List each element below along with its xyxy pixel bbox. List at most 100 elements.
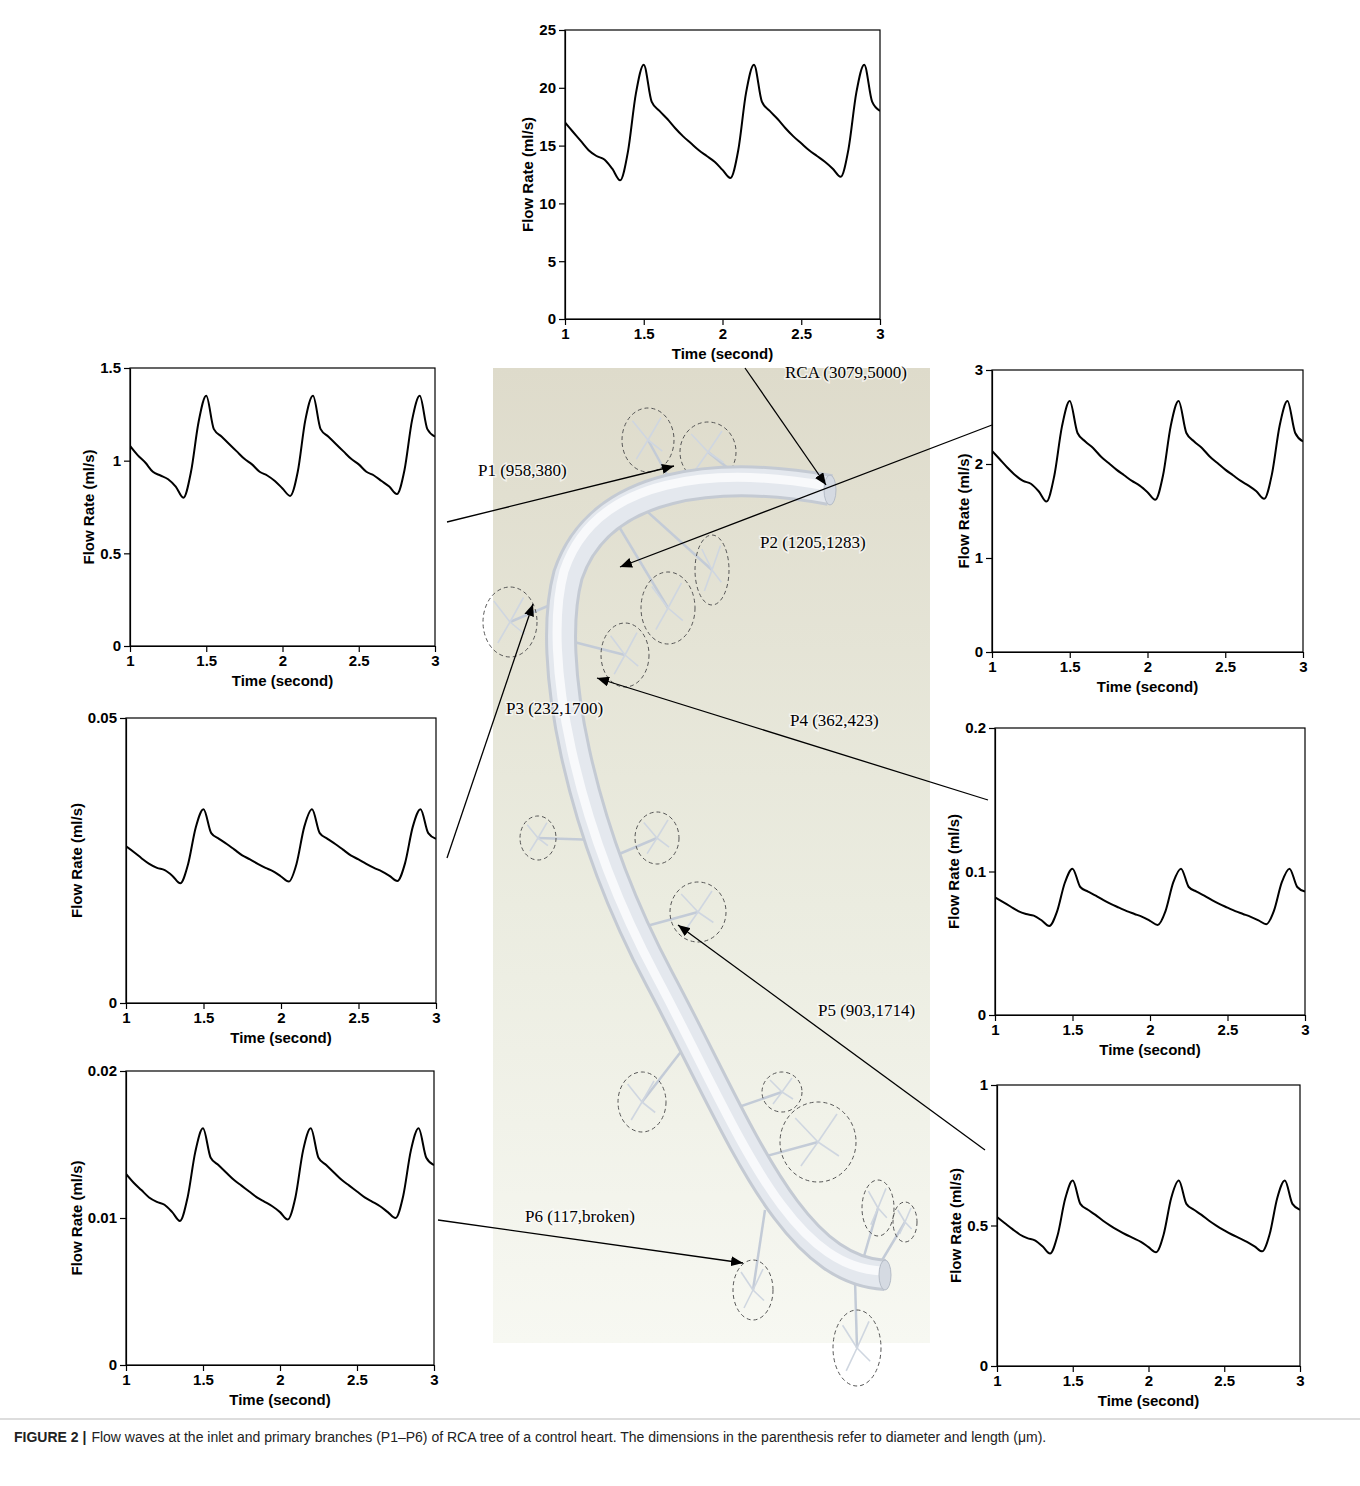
x-tick-label: 2.5 bbox=[349, 1009, 370, 1026]
y-tick: 0 bbox=[978, 1006, 995, 1023]
sub-branch bbox=[510, 622, 525, 634]
sub-branch bbox=[843, 1325, 857, 1348]
x-axis-title: Time (second) bbox=[229, 1391, 330, 1408]
y-tick: 0 bbox=[109, 1356, 126, 1373]
x-tick-label: 2 bbox=[1145, 1372, 1153, 1389]
x-tick: 2.5 bbox=[1218, 1015, 1239, 1038]
y-tick-mark bbox=[559, 88, 565, 89]
x-tick: 1.5 bbox=[634, 319, 655, 342]
x-tick-label: 3 bbox=[432, 1009, 440, 1026]
chart-panel: 1 1.5 2 2.5 3 00.51 Time (second) Flow Rate (ml… bbox=[947, 1076, 1305, 1409]
sub-branch bbox=[648, 440, 662, 451]
flow-line bbox=[995, 869, 1305, 926]
sub-branch bbox=[702, 549, 712, 570]
x-tick: 1 bbox=[993, 1366, 1001, 1389]
y-tick-label: 0 bbox=[980, 1357, 988, 1374]
plot-area bbox=[995, 869, 1305, 926]
sub-branch bbox=[708, 452, 723, 463]
y-tick-label: 0 bbox=[975, 643, 983, 660]
branch-outline bbox=[641, 572, 695, 644]
x-tick-label: 2.5 bbox=[1214, 1372, 1235, 1389]
y-tick: 1 bbox=[975, 549, 992, 566]
branch-outline bbox=[618, 1072, 666, 1132]
y-tick-label: 3 bbox=[975, 361, 983, 378]
vessel-highlight bbox=[557, 477, 881, 1271]
sub-branch bbox=[782, 1092, 793, 1099]
sub-branch bbox=[625, 655, 638, 666]
branch-outline bbox=[520, 816, 556, 860]
sub-branch bbox=[857, 1348, 870, 1361]
sub-branch bbox=[530, 838, 538, 851]
y-tick-mark bbox=[559, 146, 565, 147]
x-tick: 3 bbox=[1296, 1366, 1304, 1389]
sub-branch bbox=[647, 838, 657, 854]
sub-branch bbox=[698, 891, 712, 912]
x-tick-label: 1.5 bbox=[1063, 1372, 1084, 1389]
sub-branch bbox=[631, 1102, 642, 1120]
y-tick-mark bbox=[124, 646, 130, 647]
y-tick: 0 bbox=[109, 994, 126, 1011]
picture-background bbox=[493, 368, 930, 1343]
branch bbox=[855, 1280, 857, 1348]
chart-panel: 11.522.530123Time (second)Flow Rate (ml/… bbox=[955, 361, 1308, 695]
y-axis-title: Flow Rate (ml/s) bbox=[947, 1168, 964, 1283]
x-axis-title: Time (second) bbox=[1098, 1392, 1199, 1409]
y-tick-label: 25 bbox=[539, 21, 556, 38]
x-axis-title: Time (second) bbox=[672, 345, 773, 362]
y-tick: 1 bbox=[980, 1076, 997, 1093]
vessel-label: P3 (232,1700) bbox=[506, 699, 603, 718]
sub-branch bbox=[668, 608, 683, 621]
x-tick-label: 2.5 bbox=[1218, 1021, 1239, 1038]
y-tick-label: 0 bbox=[109, 994, 117, 1011]
chart-panel: 11.522.5300.05Time (second)Flow Rate (ml… bbox=[68, 709, 441, 1046]
x-tick: 2 bbox=[1144, 652, 1152, 675]
leader-arrow bbox=[438, 1220, 743, 1263]
x-tick: 1 bbox=[988, 652, 996, 675]
y-tick: 25 bbox=[539, 21, 565, 38]
sub-branch bbox=[801, 1142, 818, 1166]
branch bbox=[612, 515, 668, 608]
sub-branch bbox=[644, 822, 657, 838]
sub-branch bbox=[708, 431, 722, 452]
flow-line bbox=[997, 1181, 1300, 1254]
y-tick: 5 bbox=[548, 253, 565, 270]
y-axis: 00.51 bbox=[967, 1076, 997, 1374]
x-tick: 2 bbox=[1145, 1366, 1153, 1389]
x-axis: 11.522.53 bbox=[126, 646, 439, 669]
plot-frame bbox=[565, 30, 880, 319]
y-tick-mark bbox=[986, 464, 992, 465]
x-tick: 1 bbox=[126, 646, 134, 669]
y-tick: 0.1 bbox=[965, 863, 995, 880]
y-tick-label: 10 bbox=[539, 195, 556, 212]
x-tick: 2 bbox=[276, 1365, 284, 1388]
vessel-label: P4 (362,423) bbox=[790, 711, 879, 730]
x-axis: 11.522.53 bbox=[122, 1365, 438, 1388]
y-axis-title: Flow Rate (ml/s) bbox=[945, 814, 962, 929]
sub-branch bbox=[857, 1321, 869, 1348]
x-tick: 3 bbox=[431, 646, 439, 669]
y-tick: 10 bbox=[539, 195, 565, 212]
x-tick: 2.5 bbox=[349, 1003, 370, 1026]
y-axis: 00.05 bbox=[88, 709, 127, 1011]
sub-branch bbox=[628, 1084, 642, 1102]
leader-arrow bbox=[447, 604, 533, 858]
caption-rule bbox=[0, 1419, 1360, 1420]
sub-branch bbox=[494, 601, 510, 622]
sub-branch bbox=[773, 1092, 782, 1104]
x-tick-label: 2 bbox=[1144, 658, 1152, 675]
sub-branch bbox=[668, 583, 682, 608]
x-tick-label: 2 bbox=[279, 652, 287, 669]
y-tick-label: 0.5 bbox=[100, 545, 121, 562]
y-tick-mark bbox=[559, 30, 565, 31]
y-tick-label: 0 bbox=[548, 310, 556, 327]
y-axis-line bbox=[126, 719, 127, 1004]
sub-branch bbox=[878, 1188, 886, 1208]
y-axis-line bbox=[126, 1072, 127, 1366]
chart-panel: 11.522.5300.10.2Time (second)Flow Rate (… bbox=[945, 719, 1310, 1058]
y-tick: 0.01 bbox=[88, 1209, 126, 1226]
y-tick: 0 bbox=[980, 1357, 997, 1374]
x-tick: 2 bbox=[1146, 1015, 1154, 1038]
x-axis-title: Time (second) bbox=[1099, 1041, 1200, 1058]
sub-branch bbox=[878, 1208, 887, 1218]
x-tick: 3 bbox=[432, 1003, 440, 1026]
